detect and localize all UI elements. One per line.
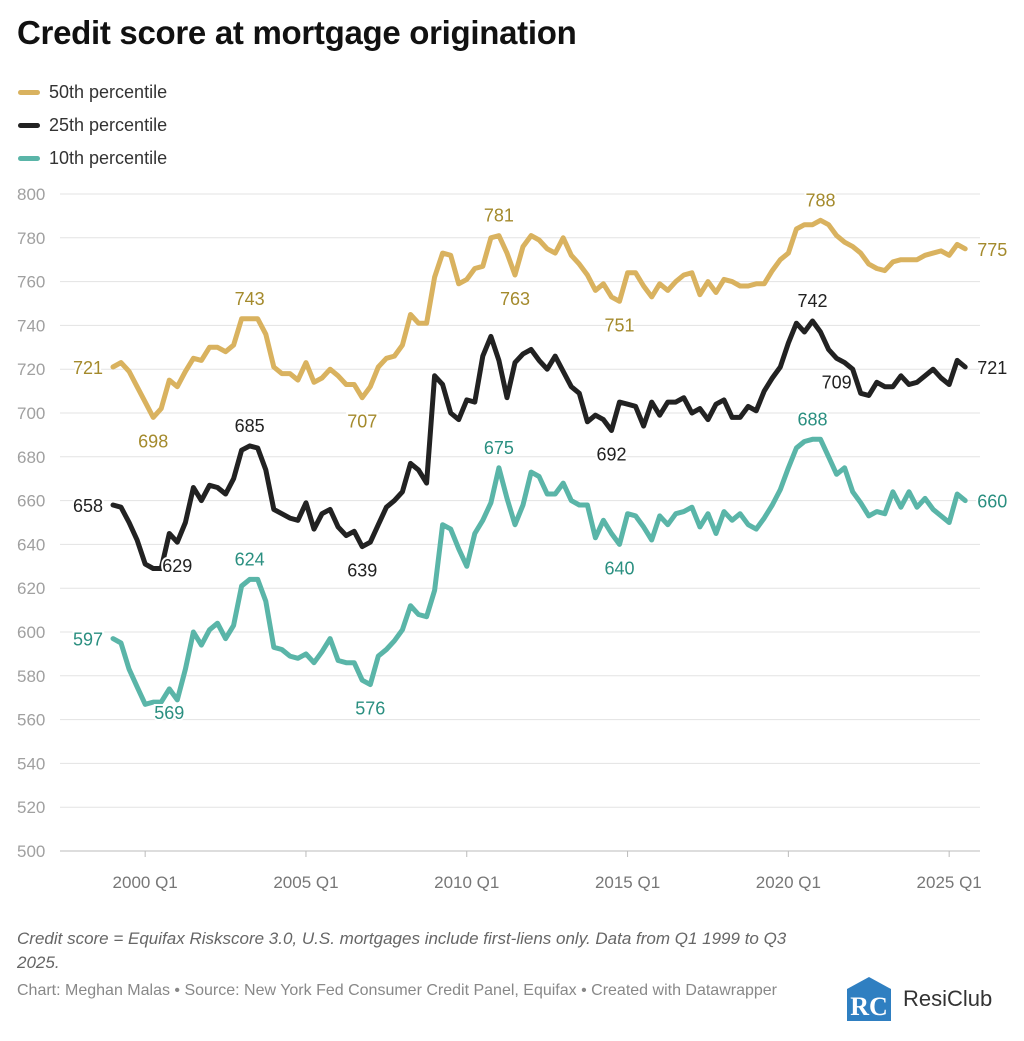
resiclub-logo: RC ResiClub — [845, 975, 992, 1023]
data-label: 685 — [235, 416, 265, 436]
y-tick-label: 720 — [17, 360, 45, 379]
y-tick-label: 520 — [17, 798, 45, 817]
data-label: 751 — [604, 315, 634, 335]
data-label: 709 — [822, 372, 852, 392]
y-tick-label: 580 — [17, 667, 45, 686]
data-label: 660 — [977, 492, 1007, 512]
y-tick-label: 500 — [17, 842, 45, 861]
data-label: 640 — [604, 558, 634, 578]
data-label: 576 — [355, 699, 385, 719]
rc-logo-icon: RC — [847, 977, 891, 1021]
y-tick-label: 600 — [17, 623, 45, 642]
x-tick-label: 2000 Q1 — [113, 873, 178, 892]
legend-label: 10th percentile — [49, 148, 168, 168]
series-line-10th — [110, 436, 968, 707]
y-tick-label: 760 — [17, 273, 45, 292]
x-tick-label: 2020 Q1 — [756, 873, 821, 892]
legend-item-50th: 50th percentile — [18, 76, 167, 109]
chart-note: Credit score = Equifax Riskscore 3.0, U.… — [17, 929, 787, 972]
legend-swatch — [18, 90, 40, 95]
data-label: 721 — [977, 358, 1007, 378]
y-tick-label: 680 — [17, 448, 45, 467]
series-line-50th — [110, 217, 968, 420]
y-tick-label: 560 — [17, 711, 45, 730]
line-chart: 500 520 540 560 580 600 620 640 660 680 700 720 740 7… — [17, 185, 1009, 892]
y-tick-label: 660 — [17, 492, 45, 511]
data-label: 569 — [154, 703, 184, 723]
data-label: 775 — [977, 240, 1007, 260]
x-tick-label: 2015 Q1 — [595, 873, 660, 892]
svg-text:RC: RC — [850, 992, 888, 1021]
legend-item-25th: 25th percentile — [18, 109, 167, 142]
data-label: 639 — [347, 561, 377, 581]
data-label: 781 — [484, 206, 514, 226]
data-label: 658 — [73, 496, 103, 516]
legend-swatch — [18, 156, 40, 161]
x-tick-label: 2010 Q1 — [434, 873, 499, 892]
y-tick-label: 800 — [17, 185, 45, 204]
data-label: 721 — [73, 358, 103, 378]
series-line-25th — [110, 318, 968, 571]
legend-label: 25th percentile — [49, 115, 168, 135]
data-label: 624 — [235, 549, 265, 569]
y-tick-label: 700 — [17, 404, 45, 423]
data-label: 688 — [797, 409, 827, 429]
legend-item-10th: 10th percentile — [18, 142, 167, 175]
legend-swatch — [18, 123, 40, 128]
data-label: 597 — [73, 630, 103, 650]
data-label: 788 — [805, 190, 835, 210]
x-tick-label: 2025 Q1 — [917, 873, 982, 892]
y-tick-label: 740 — [17, 316, 45, 335]
y-tick-label: 640 — [17, 535, 45, 554]
data-label: 763 — [500, 289, 530, 309]
chart-credit: Chart: Meghan Malas • Source: New York F… — [17, 982, 778, 999]
data-label: 675 — [484, 438, 514, 458]
data-label: 743 — [235, 289, 265, 309]
data-label: 707 — [347, 412, 377, 432]
y-tick-label: 540 — [17, 754, 45, 773]
x-tick-label: 2005 Q1 — [273, 873, 338, 892]
data-label: 692 — [596, 445, 626, 465]
chart-title: Credit score at mortgage origination — [17, 14, 577, 51]
legend: 50th percentile 25th percentile 10th per… — [18, 76, 167, 175]
y-tick-label: 780 — [17, 229, 45, 248]
data-label: 698 — [138, 431, 168, 451]
y-tick-label: 620 — [17, 579, 45, 598]
logo-text: ResiClub — [903, 986, 993, 1011]
data-label: 629 — [162, 556, 192, 576]
legend-label: 50th percentile — [49, 82, 168, 102]
data-label: 742 — [797, 291, 827, 311]
